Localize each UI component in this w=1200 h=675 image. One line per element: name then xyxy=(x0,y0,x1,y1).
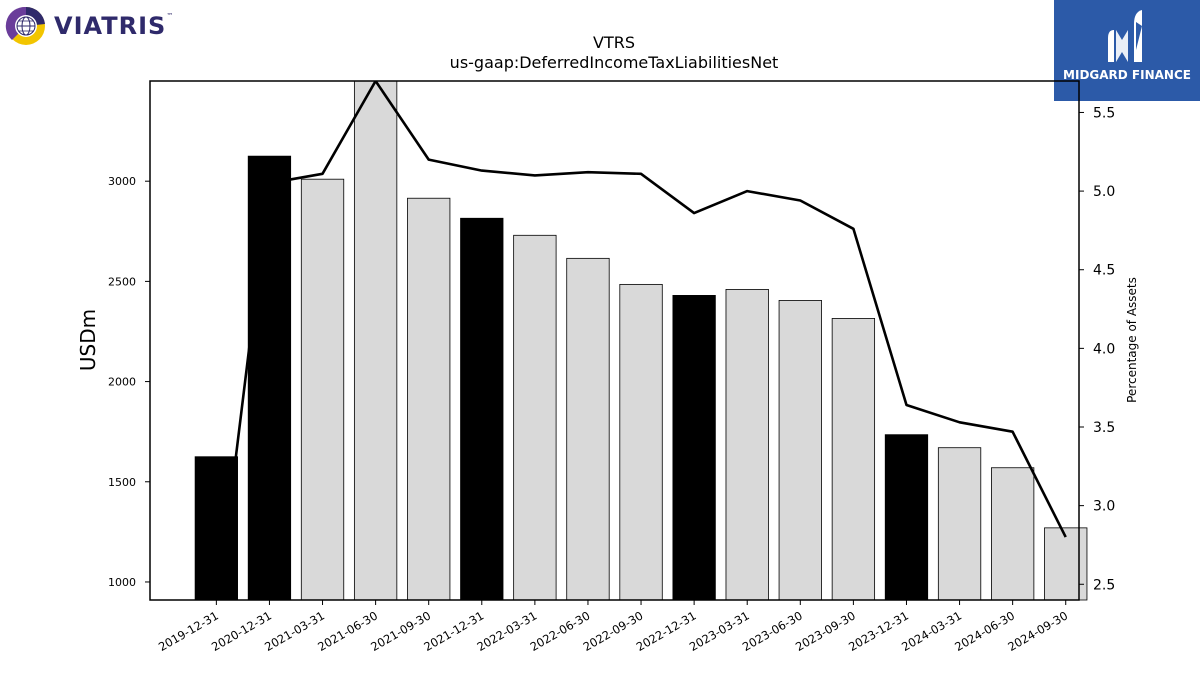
y-tick-label: 3000 xyxy=(108,175,136,188)
bar-2024-06-30 xyxy=(991,467,1035,601)
bar-2022-12-31 xyxy=(672,295,716,601)
viatris-logo-text: VIATRIS™ xyxy=(54,12,175,40)
bar-2021-12-31 xyxy=(460,217,504,601)
y2-axis-label: Percentage of Assets xyxy=(1125,277,1139,403)
bar-2024-03-31 xyxy=(937,447,982,601)
y-tick-label: 2500 xyxy=(108,275,136,288)
bar-2023-12-31 xyxy=(884,434,929,601)
midgard-logo-text: MIDGARD FINANCE xyxy=(1063,68,1191,82)
bar-2023-06-30 xyxy=(778,300,822,601)
bar-2023-09-30 xyxy=(831,318,876,601)
line-layer xyxy=(217,81,1067,600)
y2-tick-label: 4.5 xyxy=(1093,263,1115,279)
y2-tick-label: 4.0 xyxy=(1093,341,1115,357)
y-tick-label: 1500 xyxy=(108,476,136,489)
y2-tick-label: 5.0 xyxy=(1093,184,1115,200)
x-axis: 2019-12-312020-12-312021-03-312021-06-30… xyxy=(156,600,1070,654)
bar-2023-03-31 xyxy=(725,289,769,601)
chart-subtitle: us-gaap:DeferredIncomeTaxLiabilitiesNet xyxy=(450,53,779,72)
y2-tick-label: 5.5 xyxy=(1093,105,1115,121)
viatris-globe-icon xyxy=(5,6,45,45)
bar-2022-03-31 xyxy=(513,234,557,601)
percentage-of-assets-line xyxy=(217,81,1067,600)
chart-title: VTRS xyxy=(593,33,635,52)
bar-2022-06-30 xyxy=(566,257,610,601)
bars-layer xyxy=(194,80,1088,601)
bar-2021-09-30 xyxy=(407,197,451,601)
y-tick-label: 2000 xyxy=(108,376,136,389)
midgard-mark-icon xyxy=(1108,10,1142,62)
bar-2022-09-30 xyxy=(619,283,663,601)
y2-tick-label: 3.5 xyxy=(1093,420,1115,436)
viatris-logo: VIATRIS™ xyxy=(4,4,173,48)
y2-tick-label: 2.5 xyxy=(1093,577,1115,593)
y-axis-right: 2.5 3.0 3.5 4.0 4.5 5.0 5.5 xyxy=(1079,105,1115,593)
x-tick-label: 2024-09-30 xyxy=(1005,608,1070,654)
y2-tick-label: 3.0 xyxy=(1093,499,1115,515)
bar-2020-12-31 xyxy=(247,155,292,601)
bar-2024-09-30 xyxy=(1044,527,1088,601)
plot-frame xyxy=(149,80,1080,601)
bar-2021-06-30 xyxy=(353,80,398,601)
midgard-finance-logo: MIDGARD FINANCE xyxy=(1054,0,1200,101)
y-tick-label: 1000 xyxy=(108,576,136,589)
y-axis-left: 1000 1500 2000 2500 3000 xyxy=(108,175,150,589)
bar-2019-12-31 xyxy=(194,456,238,601)
y-axis-label: USDm xyxy=(76,309,100,371)
bar-2021-03-31 xyxy=(300,178,345,601)
